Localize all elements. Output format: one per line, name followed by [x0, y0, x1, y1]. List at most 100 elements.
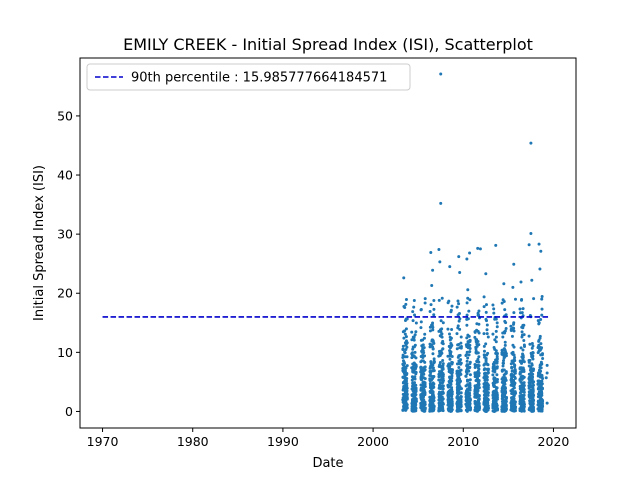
data-point	[513, 297, 517, 301]
data-point	[446, 383, 450, 387]
data-point	[504, 321, 508, 325]
data-point	[476, 311, 480, 315]
data-point	[431, 352, 435, 356]
data-point	[532, 297, 536, 301]
data-point	[522, 390, 526, 394]
data-point	[410, 330, 414, 334]
data-point	[411, 310, 415, 314]
data-point	[413, 370, 417, 374]
data-point	[449, 400, 453, 404]
data-point	[520, 383, 524, 387]
data-point	[446, 301, 450, 305]
data-point	[504, 327, 508, 330]
data-point	[521, 366, 525, 370]
data-point	[419, 308, 423, 312]
data-point	[455, 409, 459, 413]
data-point	[459, 391, 463, 395]
data-point	[412, 381, 416, 385]
data-point	[430, 284, 434, 288]
data-point	[414, 330, 418, 334]
data-point	[482, 385, 486, 389]
data-point	[504, 386, 508, 390]
data-point	[494, 329, 498, 333]
data-point	[401, 392, 405, 396]
data-point	[419, 393, 423, 397]
data-point	[513, 376, 517, 380]
data-point	[465, 301, 469, 305]
data-point	[474, 408, 478, 412]
data-point	[502, 380, 506, 384]
data-point	[456, 389, 460, 393]
data-point	[465, 313, 469, 317]
data-point	[536, 345, 540, 349]
data-point	[511, 285, 515, 289]
data-point	[519, 370, 523, 374]
data-point	[501, 361, 505, 365]
data-point	[403, 332, 407, 336]
data-point	[477, 403, 481, 407]
data-point	[474, 384, 478, 388]
data-point	[468, 406, 472, 410]
data-point	[467, 353, 471, 357]
data-point	[504, 354, 508, 358]
data-point	[475, 328, 479, 332]
data-point	[438, 386, 442, 390]
data-point	[536, 382, 540, 386]
data-point	[492, 384, 496, 387]
data-point	[527, 408, 531, 412]
data-point	[544, 376, 548, 380]
data-point	[432, 307, 436, 311]
data-point	[428, 382, 432, 386]
data-point	[484, 358, 488, 362]
data-point	[428, 345, 432, 349]
data-point	[402, 384, 406, 388]
data-point	[529, 401, 533, 405]
data-point	[458, 401, 462, 405]
data-point	[529, 141, 533, 145]
data-point	[503, 409, 506, 413]
data-point	[439, 72, 443, 76]
data-point	[465, 403, 469, 407]
data-point	[482, 349, 486, 353]
data-point	[468, 339, 472, 343]
data-point	[513, 363, 516, 367]
data-point	[475, 391, 479, 395]
data-point	[482, 332, 486, 336]
data-point	[495, 380, 499, 384]
data-point	[503, 340, 507, 344]
x-axis-title: Date	[312, 456, 343, 471]
data-point	[423, 377, 427, 381]
data-point	[428, 309, 432, 313]
data-point	[511, 326, 515, 330]
data-point	[482, 353, 486, 357]
data-point	[530, 363, 534, 367]
data-point	[501, 364, 505, 368]
data-point	[432, 369, 436, 373]
data-point	[457, 312, 461, 316]
data-point	[512, 358, 516, 362]
legend: 90th percentile : 15.985777664184571	[86, 63, 411, 91]
data-point	[475, 373, 479, 377]
data-point	[422, 346, 426, 350]
data-point	[531, 389, 535, 393]
data-point	[513, 355, 517, 359]
data-point	[531, 398, 535, 402]
data-point	[446, 403, 450, 407]
data-point	[402, 376, 406, 380]
data-point	[422, 398, 426, 402]
data-point	[501, 377, 505, 381]
data-point	[512, 399, 516, 403]
data-point	[483, 372, 487, 376]
data-point	[532, 367, 536, 371]
data-point	[468, 378, 472, 382]
data-point	[457, 392, 461, 396]
data-point	[540, 297, 544, 301]
data-point	[530, 392, 534, 396]
data-point	[402, 404, 406, 408]
data-point	[477, 394, 481, 398]
data-point	[457, 302, 461, 306]
data-point	[500, 301, 504, 305]
data-point	[439, 378, 443, 382]
data-point	[483, 395, 487, 399]
data-point	[538, 395, 542, 399]
